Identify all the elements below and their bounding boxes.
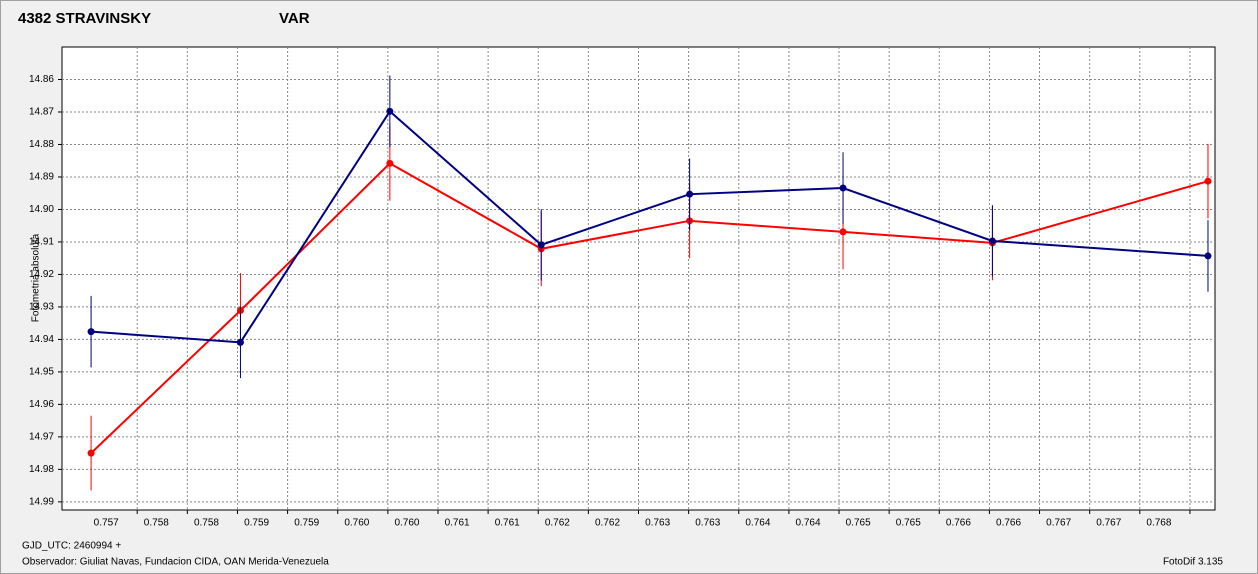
y-tick-label: 14.86 [29,74,54,85]
x-tick-label: 0.767 [1046,518,1071,529]
x-tick-label: 0.759 [244,518,269,529]
y-tick-label: 14.92 [29,269,54,280]
y-tick-label: 14.98 [29,464,54,475]
x-tick-label: 0.765 [846,518,871,529]
x-tick-label: 0.768 [1146,518,1171,529]
x-tick-label: 0.767 [1096,518,1121,529]
x-tick-label: 0.760 [394,518,419,529]
data-point [236,338,244,346]
y-tick-label: 14.97 [29,432,54,443]
y-tick-label: 14.90 [29,204,54,215]
y-tick-label: 14.93 [29,302,54,313]
x-tick-label: 0.765 [896,518,921,529]
data-point [686,190,694,198]
data-point [839,228,847,236]
x-tick-label: 0.758 [144,518,169,529]
data-point [988,237,996,245]
footer-text: Observador: Giuliat Navas, Fundacion CID… [22,557,329,568]
y-axis-label: Fotometria absoluta [31,233,42,322]
y-tick-label: 14.88 [29,139,54,150]
x-tick-label: 0.760 [344,518,369,529]
footer-text: GJD_UTC: 2460994 + [22,541,121,552]
data-point [839,184,847,192]
x-tick-label: 0.762 [545,518,570,529]
x-tick-label: 0.757 [94,518,119,529]
y-tick-label: 14.99 [29,497,54,508]
x-tick-label: 0.761 [445,518,470,529]
x-tick-label: 0.763 [645,518,670,529]
x-tick-label: 0.764 [745,518,770,529]
data-point [1204,177,1212,185]
y-tick-label: 14.94 [29,334,54,345]
legend-entry: 4382 STRAVINSKY [18,10,151,27]
data-point [386,107,394,115]
series-line [90,162,1209,454]
data-point [537,241,545,249]
y-tick-label: 14.96 [29,399,54,410]
data-point [1204,252,1212,260]
x-tick-label: 0.758 [194,518,219,529]
series-line [91,109,1209,344]
data-point [87,449,95,457]
x-tick-label: 0.766 [946,518,971,529]
x-tick-label: 0.761 [495,518,520,529]
x-tick-label: 0.766 [996,518,1021,529]
x-tick-label: 0.764 [796,518,821,529]
data-point [386,159,394,167]
footer-text: FotoDif 3.135 [1163,557,1223,568]
x-tick-label: 0.763 [695,518,720,529]
x-tick-label: 0.759 [294,518,319,529]
y-tick-label: 14.95 [29,367,54,378]
legend-entry: VAR [279,10,310,27]
y-tick-label: 14.89 [29,172,54,183]
y-tick-label: 14.87 [29,107,54,118]
y-tick-label: 14.91 [29,237,54,248]
data-point [87,328,95,336]
x-tick-label: 0.762 [595,518,620,529]
